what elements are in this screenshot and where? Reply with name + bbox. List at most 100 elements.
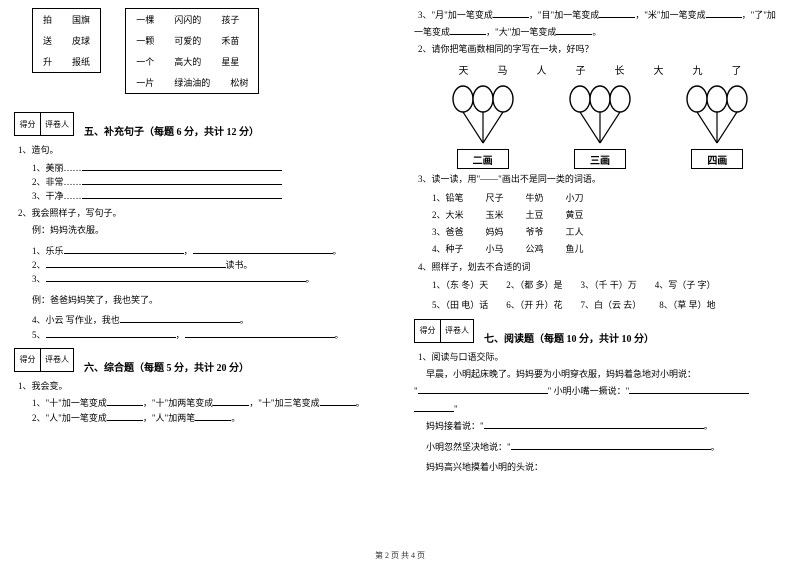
q6-1: 1、我会变。: [18, 380, 386, 394]
cell: 升: [33, 51, 62, 72]
item: 1、（东 冬）天: [432, 278, 488, 292]
word: 黄豆: [566, 207, 584, 224]
blank[interactable]: [320, 396, 356, 406]
score-label: 得分: [415, 320, 441, 342]
blank[interactable]: [484, 419, 704, 429]
blank[interactable]: [450, 25, 486, 35]
blank[interactable]: [629, 384, 749, 394]
text: ，"目"加一笔变成: [529, 10, 599, 20]
item: 4、写（子 字）: [655, 278, 716, 292]
q7-p1b: "" 小明小嘴一撅说：": [414, 384, 786, 399]
char-row: 天 马 人 子 长 大 九 了: [444, 62, 756, 77]
q7-p4: 妈妈高兴地摸着小明的头说：: [426, 460, 786, 474]
balloon-group-1: 二画: [443, 85, 523, 169]
text: ，"了"加: [742, 10, 776, 20]
balloon-label-3: 四画: [691, 149, 743, 169]
blank[interactable]: [82, 189, 282, 199]
word: 玉米: [486, 207, 504, 224]
item: 6、（开 升）花: [506, 298, 562, 312]
word-row-2: 2、大米玉米土豆黄豆: [432, 207, 786, 224]
blank[interactable]: [193, 244, 333, 254]
word: 爷爷: [526, 224, 544, 241]
text: 1、"十"加一笔变成: [32, 398, 107, 408]
text: 3、"月"加一笔变成: [418, 10, 493, 20]
blank[interactable]: [120, 313, 240, 323]
balloon-group-2: 三画: [560, 85, 640, 169]
balloon-label-1: 二画: [457, 149, 509, 169]
blank[interactable]: [195, 411, 231, 421]
char: 大: [654, 62, 664, 77]
q5-1-2: 2、非常……: [32, 175, 386, 189]
grader-label: 评卷人: [41, 349, 73, 371]
item: 5、（田 电）话: [432, 298, 488, 312]
word: 工人: [566, 224, 584, 241]
text: 3、干净……: [32, 191, 82, 201]
blank[interactable]: [64, 244, 184, 254]
cell: 可爱的: [164, 30, 211, 51]
balloons-icon: [677, 85, 757, 147]
blank[interactable]: [599, 8, 635, 18]
blank[interactable]: [82, 175, 282, 185]
item: 3、（千 干）万: [581, 278, 637, 292]
blank[interactable]: [414, 402, 454, 412]
blank[interactable]: [418, 384, 548, 394]
balloon-label-2: 三画: [574, 149, 626, 169]
text: ，"米"加一笔变成: [635, 10, 705, 20]
text: 2、: [32, 260, 46, 270]
blank[interactable]: [556, 25, 592, 35]
text: 5、: [32, 330, 46, 340]
cell: 孩子: [211, 9, 249, 30]
char: 九: [693, 62, 703, 77]
q5-2-1: 1、乐乐，。: [32, 244, 386, 258]
score-label: 得分: [15, 349, 41, 371]
word-row-1: 1、铅笔尺子牛奶小刀: [432, 190, 786, 207]
word-row-4: 4、种子小马公鸡鱼儿: [432, 241, 786, 258]
blank[interactable]: [46, 258, 226, 268]
q5-2-eg2: 例：爸爸妈妈笑了，我也笑了。: [32, 293, 386, 307]
cell: 拍: [33, 9, 62, 30]
text: 2、非常……: [32, 177, 82, 187]
balloon-group-3: 四画: [677, 85, 757, 169]
char: 了: [732, 62, 742, 77]
q5-1: 1、造句。: [18, 144, 386, 158]
blank[interactable]: [107, 411, 143, 421]
item: 7、白（云 去）: [581, 298, 642, 312]
blank[interactable]: [706, 8, 742, 18]
grader-label: 评卷人: [441, 320, 473, 342]
section-5-title: 五、补充句子（每题 6 分，共计 12 分）: [84, 123, 386, 138]
item: 2、（都 多）是: [506, 278, 562, 292]
cell: 送: [33, 30, 62, 51]
blank[interactable]: [82, 161, 282, 171]
text: " 小明小嘴一撅说：": [548, 386, 630, 396]
word-box-2: 一棵闪闪的孩子 一颗可爱的禾苗 一个高大的星星 一片绿油油的松树: [125, 8, 259, 94]
q7-p1c: ": [414, 402, 786, 417]
q6-1-2: 2、"人"加一笔变成，"人"加两笔。: [32, 411, 386, 425]
word: 牛奶: [526, 190, 544, 207]
item: 8、（草 早）地: [659, 298, 715, 312]
cell: 国旗: [62, 9, 100, 30]
blank[interactable]: [493, 8, 529, 18]
blank[interactable]: [213, 396, 249, 406]
word: 鱼儿: [566, 241, 584, 258]
word: 3、爸爸: [432, 224, 464, 241]
blank[interactable]: [511, 440, 711, 450]
blank[interactable]: [46, 328, 176, 338]
q7-p1: 早晨，小明起床晚了。妈妈要为小明穿衣服，妈妈着急地对小明说：: [426, 367, 786, 381]
q7-p2: 妈妈接着说："。: [426, 419, 786, 433]
cell: 禾苗: [211, 30, 249, 51]
text: 4、小云 写作业，我也: [32, 315, 120, 325]
balloons-icon: [560, 85, 640, 147]
q7-p3: 小明忽然坚决地说："。: [426, 440, 786, 454]
word: 小马: [486, 241, 504, 258]
text: 小明忽然坚决地说：": [426, 442, 511, 452]
blank[interactable]: [46, 272, 306, 282]
text: ": [454, 404, 458, 414]
balloons-row: 二画 三画 四画: [424, 85, 776, 169]
cell: 一棵: [126, 9, 164, 30]
score-box-7: 得分 评卷人: [414, 319, 474, 343]
blank[interactable]: [185, 328, 335, 338]
cell: 一个: [126, 51, 164, 72]
score-label: 得分: [15, 113, 41, 135]
blank[interactable]: [107, 396, 143, 406]
text: 1、乐乐: [32, 246, 64, 256]
